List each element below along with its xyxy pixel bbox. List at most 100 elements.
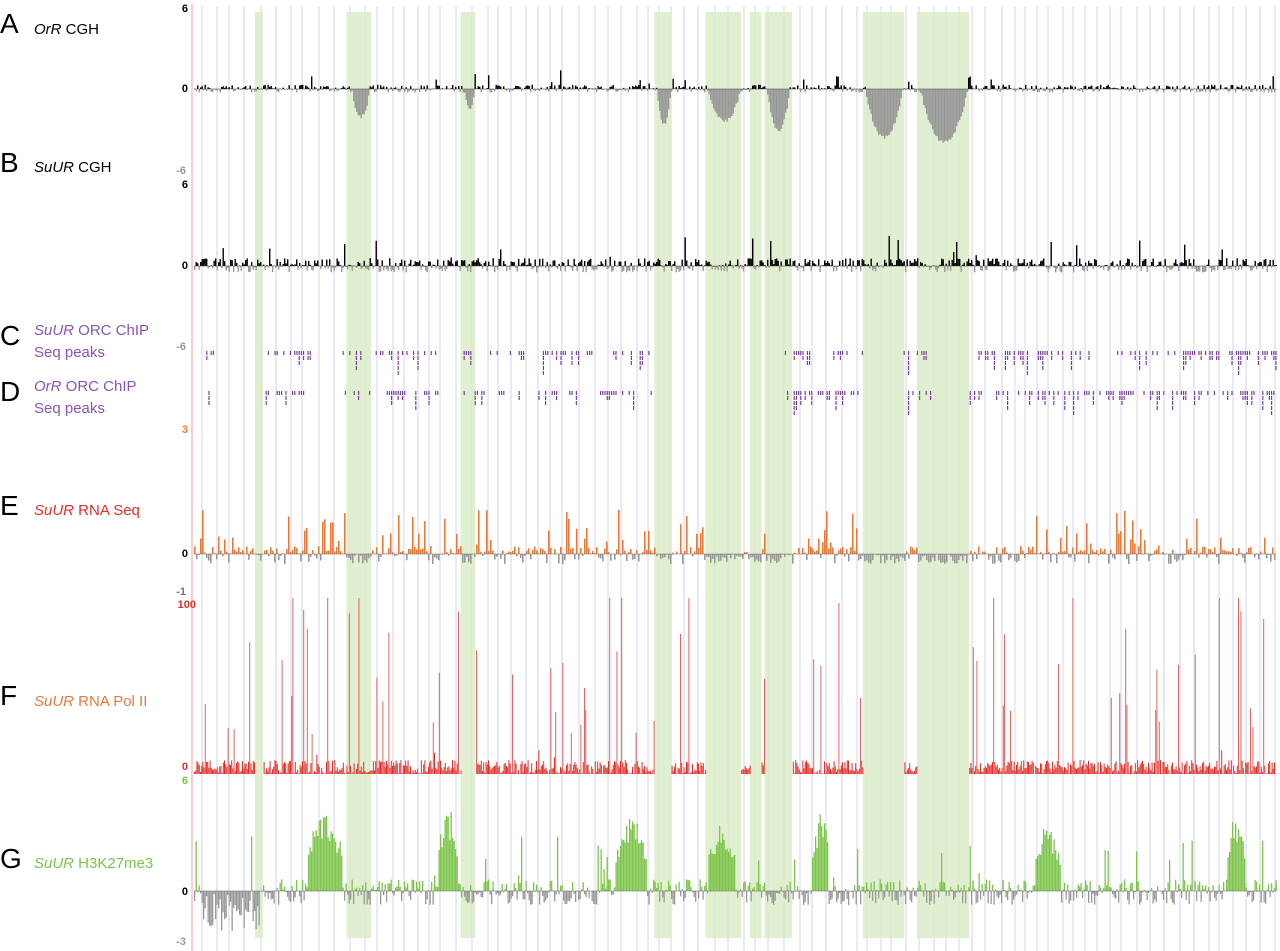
cgh-bar	[558, 84, 560, 89]
cgh-bar	[1106, 264, 1108, 266]
cgh-bar	[539, 89, 541, 91]
cgh-bar	[731, 265, 733, 266]
cgh-bar	[858, 89, 860, 93]
rna-seq-bar	[660, 554, 662, 559]
h3k27me3-bar	[563, 891, 565, 901]
h3k27me3-bar	[404, 881, 406, 891]
cgh-bar	[302, 264, 304, 266]
rna-seq-bar	[310, 554, 312, 557]
pol2-bar	[1104, 766, 1106, 774]
pol2-bar	[452, 760, 453, 774]
orc-peak	[545, 396, 547, 400]
orc-peak	[397, 396, 399, 400]
cgh-bar	[1124, 266, 1126, 270]
orc-peak	[916, 351, 918, 355]
cgh-bar	[872, 266, 874, 271]
assay-label: RNA Seq	[74, 502, 140, 519]
h3k27me3-bar	[636, 823, 638, 891]
cgh-bar	[885, 89, 887, 136]
h3k27me3-bar	[1064, 882, 1066, 891]
rna-seq-bar	[876, 554, 878, 556]
cgh-bar	[344, 244, 346, 266]
rna-seq-bar	[630, 549, 632, 554]
orc-peak	[1244, 351, 1246, 355]
pol2-bar	[652, 769, 654, 774]
rna-seq-bar	[236, 551, 238, 554]
pol2-bar	[402, 765, 404, 774]
cgh-bar	[848, 264, 850, 266]
h3k27me3-bar	[212, 891, 214, 926]
h3k27me3-bar	[1179, 888, 1181, 891]
cgh-bar	[521, 263, 523, 266]
rna-seq-bar	[422, 548, 424, 554]
orc-peak	[556, 391, 558, 395]
cgh-bar	[1026, 262, 1028, 266]
h3k27me3-bar	[828, 891, 830, 905]
pol2-bar	[992, 762, 993, 774]
orc-peak	[1077, 391, 1079, 395]
h3k27me3-bar	[723, 839, 725, 891]
cgh-bar	[908, 81, 910, 89]
pol2-bar	[405, 760, 407, 774]
h3k27me3-bar	[600, 849, 602, 891]
assay-label: RNA Pol II	[74, 693, 148, 710]
h3k27me3-bar	[825, 829, 827, 891]
h3k27me3-bar	[1235, 823, 1237, 891]
h3k27me3-bar	[206, 891, 208, 897]
rna-seq-bar	[1190, 547, 1192, 554]
genotype-label: SuUR	[34, 693, 75, 710]
rna-seq-bar	[910, 546, 912, 554]
cgh-bar	[291, 89, 293, 91]
cgh-bar	[1160, 261, 1162, 266]
pol2-bar	[1090, 763, 1092, 774]
orc-peak	[551, 351, 553, 355]
cgh-bar	[990, 79, 992, 89]
orc-peak	[1227, 396, 1229, 400]
rna-seq-bar	[830, 542, 832, 554]
pol2-bar	[1007, 761, 1009, 774]
h3k27me3-bar	[863, 886, 865, 891]
h3k27me3-bar	[194, 891, 196, 902]
cgh-bar	[960, 89, 962, 117]
orc-peak	[1007, 351, 1009, 355]
cgh-bar	[360, 89, 362, 119]
h3k27me3-bar	[630, 829, 632, 891]
orc-peak	[793, 401, 795, 405]
cgh-bar	[357, 89, 359, 116]
orc-peak	[1273, 351, 1275, 355]
cgh-bar	[614, 260, 616, 266]
rna-seq-bar	[1028, 546, 1030, 554]
cgh-bar	[971, 260, 973, 266]
pol2-bar	[1223, 765, 1225, 774]
orc-peak	[978, 351, 980, 355]
pol2-bar	[1180, 771, 1182, 774]
cgh-bar	[300, 85, 302, 89]
cgh-bar	[1053, 266, 1055, 269]
orc-peak	[386, 391, 388, 395]
cgh-bar	[533, 266, 535, 269]
cgh-bar	[1245, 258, 1247, 266]
cgh-bar	[896, 89, 898, 118]
orc-peak	[908, 366, 910, 370]
h3k27me3-bar	[1169, 859, 1171, 891]
pol2-bar	[425, 771, 427, 774]
pol2-bar	[297, 769, 299, 774]
cgh-bar	[725, 263, 727, 266]
pol2-bar	[858, 768, 860, 774]
rna-seq-bar	[1098, 554, 1100, 556]
cgh-bar	[338, 261, 340, 266]
orc-peak	[1002, 391, 1004, 395]
cgh-bar	[944, 89, 946, 142]
pol2-bar	[683, 767, 685, 774]
h3k27me3-bar	[1163, 891, 1165, 900]
h3k27me3-bar	[584, 891, 586, 895]
rna-seq-bar	[600, 554, 602, 559]
rna-seq-bar	[992, 554, 994, 564]
pol2-bar	[515, 763, 517, 774]
h3k27me3-bar	[921, 890, 923, 891]
h3k27me3-bar	[899, 880, 901, 891]
h3k27me3-bar	[452, 838, 454, 891]
orc-peak	[360, 351, 362, 355]
cgh-bar	[498, 259, 500, 266]
cgh-bar	[1145, 89, 1147, 91]
